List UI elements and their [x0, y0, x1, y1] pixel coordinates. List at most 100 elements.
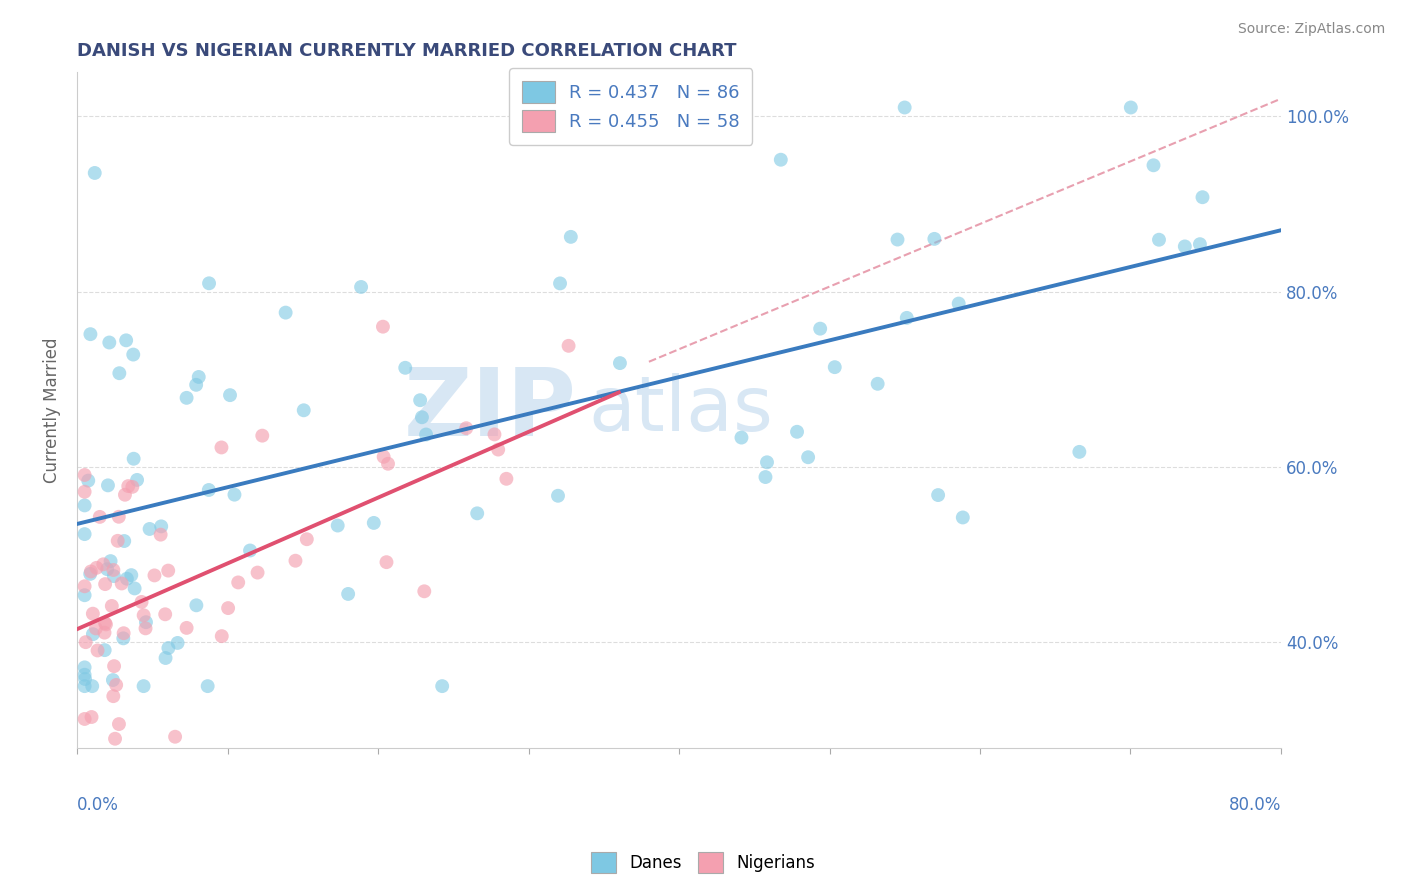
Point — [430, 679, 453, 693]
Point — [284, 554, 307, 568]
Point — [373, 450, 395, 464]
Point — [107, 533, 129, 548]
Point — [120, 568, 142, 582]
Point — [84, 621, 107, 635]
Point — [80, 565, 103, 579]
Text: DANISH VS NIGERIAN CURRENTLY MARRIED CORRELATION CHART: DANISH VS NIGERIAN CURRENTLY MARRIED COR… — [77, 42, 737, 60]
Point — [124, 582, 146, 596]
Point — [73, 527, 96, 541]
Point — [115, 572, 138, 586]
Point — [89, 509, 111, 524]
Point — [104, 731, 127, 746]
Point — [150, 519, 173, 533]
Point — [186, 377, 208, 392]
Point — [73, 667, 96, 681]
Point — [157, 564, 180, 578]
Point — [413, 584, 436, 599]
Point — [117, 479, 139, 493]
Point — [73, 712, 96, 726]
Point — [94, 615, 117, 630]
Point — [1191, 190, 1213, 204]
Point — [326, 518, 349, 533]
Point — [112, 626, 135, 640]
Point — [77, 474, 100, 488]
Point — [1188, 237, 1211, 252]
Point — [211, 629, 233, 643]
Point — [165, 730, 187, 744]
Point — [73, 588, 96, 602]
Point — [217, 601, 239, 615]
Point — [93, 625, 115, 640]
Point — [121, 480, 143, 494]
Point — [246, 566, 269, 580]
Point — [1069, 445, 1091, 459]
Point — [80, 710, 103, 724]
Point — [350, 280, 373, 294]
Point — [75, 635, 97, 649]
Point — [609, 356, 631, 370]
Point — [103, 659, 125, 673]
Point — [101, 673, 124, 687]
Point — [252, 428, 274, 442]
Point — [456, 421, 478, 435]
Point — [125, 473, 148, 487]
Point — [1119, 101, 1142, 115]
Point — [274, 305, 297, 319]
Point — [548, 277, 571, 291]
Point — [82, 627, 104, 641]
Point — [122, 347, 145, 361]
Point — [83, 166, 105, 180]
Point — [226, 575, 249, 590]
Point — [132, 608, 155, 623]
Point — [73, 672, 96, 686]
Point — [948, 296, 970, 310]
Point — [730, 431, 752, 445]
Point — [866, 376, 889, 391]
Text: Source: ZipAtlas.com: Source: ZipAtlas.com — [1237, 22, 1385, 37]
Point — [896, 310, 918, 325]
Point — [132, 679, 155, 693]
Point — [295, 533, 318, 547]
Point — [371, 319, 394, 334]
Point — [375, 555, 398, 569]
Point — [187, 370, 209, 384]
Point — [224, 488, 246, 502]
Point — [135, 615, 157, 630]
Point — [103, 689, 125, 703]
Point — [108, 717, 131, 731]
Point — [143, 568, 166, 582]
Point — [363, 516, 385, 530]
Point — [115, 334, 138, 348]
Point — [111, 576, 134, 591]
Text: ZIP: ZIP — [404, 364, 576, 456]
Point — [756, 455, 779, 469]
Point — [94, 617, 117, 632]
Point — [91, 558, 114, 572]
Point — [73, 484, 96, 499]
Point — [824, 360, 846, 375]
Point — [197, 679, 219, 693]
Point — [557, 339, 579, 353]
Point — [465, 506, 488, 520]
Legend: Danes, Nigerians: Danes, Nigerians — [583, 846, 823, 880]
Point — [96, 562, 118, 576]
Point — [1174, 239, 1197, 253]
Point — [105, 678, 128, 692]
Text: 80.0%: 80.0% — [1229, 796, 1281, 814]
Point — [797, 450, 820, 465]
Point — [198, 483, 221, 497]
Point — [149, 527, 172, 541]
Point — [138, 522, 160, 536]
Point — [94, 577, 117, 591]
Point — [415, 427, 437, 442]
Point — [394, 360, 416, 375]
Point — [1142, 158, 1164, 172]
Point — [808, 321, 831, 335]
Point — [952, 510, 974, 524]
Point — [82, 607, 104, 621]
Point — [97, 478, 120, 492]
Point — [79, 566, 101, 581]
Point — [886, 233, 908, 247]
Point — [103, 563, 125, 577]
Point — [769, 153, 792, 167]
